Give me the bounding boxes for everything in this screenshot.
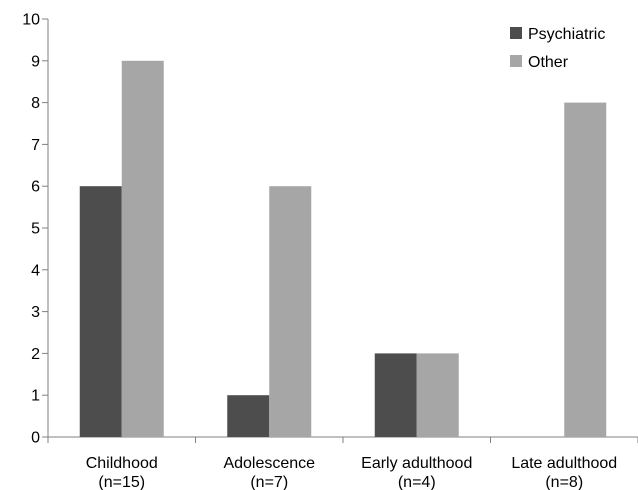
- y-tick-label: 8: [31, 95, 40, 112]
- category-label: Early adulthood: [361, 455, 472, 472]
- category-label: Adolescence: [223, 455, 315, 472]
- x-axis: [47, 436, 638, 443]
- y-axis: 0 1 2 3 4 5 6 7 8 9 10: [22, 12, 49, 447]
- y-tick-label: 3: [31, 304, 40, 321]
- bar-psychiatric-2: [374, 353, 417, 437]
- y-tick-label: 5: [31, 221, 40, 238]
- bar-psychiatric-0: [79, 186, 122, 437]
- bar-other-2: [416, 353, 459, 437]
- bar-other-0: [121, 60, 164, 438]
- bars: [79, 60, 607, 438]
- bar-other-1: [269, 186, 312, 437]
- y-tick-label: 1: [31, 388, 40, 405]
- category-labels: Childhood (n=15) Adolescence (n=7) Early adu…: [86, 455, 617, 490]
- y-tick-label: 6: [31, 179, 40, 196]
- bar-other-3: [564, 102, 607, 437]
- legend: Psychiatric Other: [510, 26, 605, 71]
- category-label: Childhood: [86, 455, 158, 472]
- y-tick-label: 4: [31, 262, 40, 279]
- legend-swatch-other: [510, 55, 522, 67]
- y-tick-label: 10: [22, 12, 40, 29]
- bar-psychiatric-1: [227, 395, 270, 437]
- y-tick-label: 0: [31, 430, 40, 447]
- y-tick-label: 7: [31, 137, 40, 154]
- y-tick-label: 2: [31, 346, 40, 363]
- category-label: (n=7): [250, 474, 288, 490]
- category-label: Late adulthood: [511, 455, 617, 472]
- legend-label-psychiatric: Psychiatric: [528, 26, 605, 43]
- y-tick-label: 9: [31, 53, 40, 70]
- category-label: (n=4): [398, 474, 436, 490]
- legend-swatch-psychiatric: [510, 27, 522, 39]
- category-label: (n=15): [98, 474, 145, 490]
- legend-label-other: Other: [528, 54, 569, 71]
- category-label: (n=8): [545, 474, 583, 490]
